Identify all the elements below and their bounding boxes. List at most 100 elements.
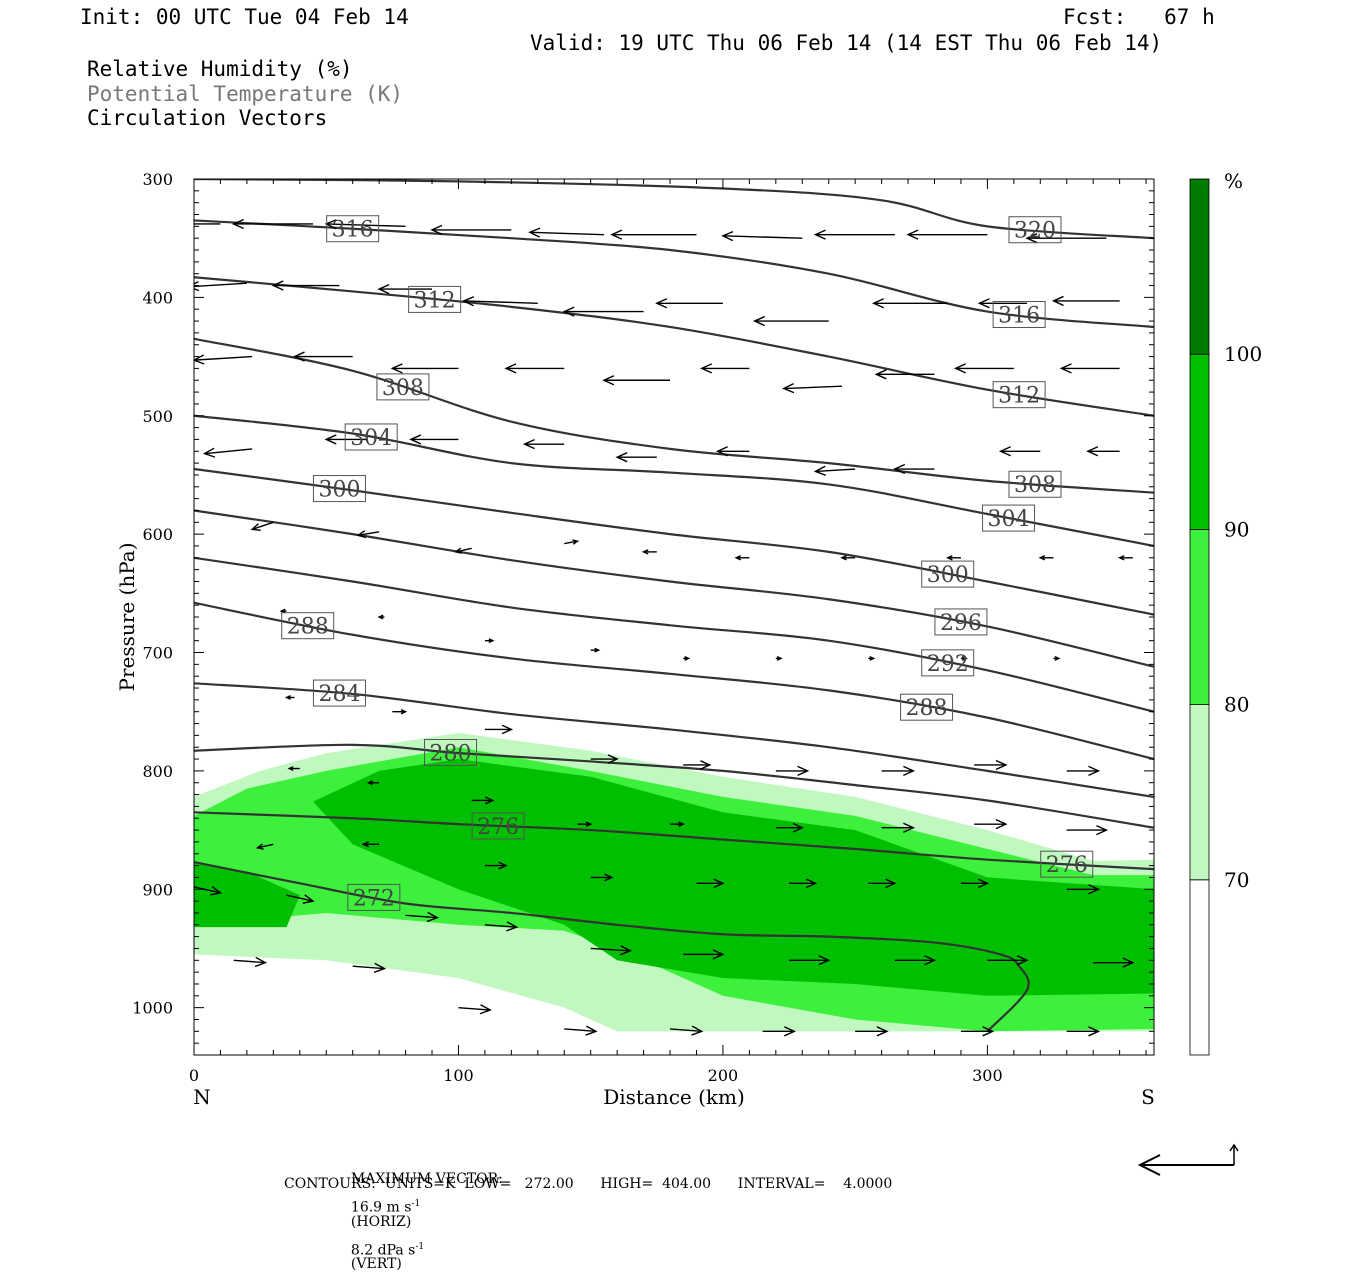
circulation-vector	[564, 1025, 598, 1036]
left-end-label: N	[193, 1085, 211, 1109]
circulation-vector	[528, 227, 604, 238]
circulation-vector	[881, 822, 916, 833]
rh-region-90	[313, 759, 1154, 996]
right-end-label: S	[1141, 1085, 1155, 1109]
field-rh-label: Relative Humidity (%)	[87, 57, 353, 81]
circulation-vector	[641, 549, 657, 555]
theta-contour-308	[194, 337, 1154, 494]
circulation-vector	[813, 229, 895, 240]
circulation-vector	[775, 822, 804, 833]
circulation-vector	[233, 956, 268, 968]
init-time: Init: 00 UTC Tue 04 Feb 14	[80, 5, 409, 29]
contours-info: CONTOURS: UNITS=K LOW= 272.00 HIGH= 404.…	[284, 1176, 893, 1192]
svg-text:316: 316	[332, 218, 374, 243]
theta-label-288: 288	[281, 612, 335, 640]
theta-label-300: 300	[312, 475, 366, 503]
colorbar-level-label: 70	[1224, 868, 1249, 892]
circulation-vector	[960, 655, 968, 661]
circulation-vector	[1066, 765, 1101, 777]
circulation-vector	[202, 447, 253, 458]
circulation-vector	[974, 759, 1008, 771]
theta-contour-284	[194, 682, 1154, 799]
y-tick-label: 1000	[132, 999, 173, 1018]
circulation-vector	[881, 765, 916, 777]
svg-text:308: 308	[1014, 473, 1056, 498]
circulation-vector	[405, 911, 440, 923]
theta-label-300: 300	[921, 560, 975, 588]
svg-text:320: 320	[1014, 219, 1056, 244]
circulation-vector	[789, 878, 818, 889]
y-tick-label: 600	[142, 525, 173, 544]
circulation-vector	[987, 955, 1029, 966]
y-tick-label: 800	[142, 762, 173, 781]
y-axis-label: Pressure (hPa)	[115, 543, 139, 692]
circulation-vector	[390, 363, 459, 374]
circulation-vector	[700, 363, 750, 374]
circulation-vector	[430, 224, 512, 236]
circulation-vector	[194, 281, 247, 292]
svg-text:292: 292	[927, 652, 969, 677]
circulation-vector	[655, 298, 723, 309]
theta-label-276: 276	[471, 812, 525, 840]
circulation-vector	[782, 383, 842, 394]
circulation-vector	[1025, 233, 1107, 244]
theta-label-layer: 272 276 276 280 284 288 288 292 296 300 300 304 304 3…	[281, 215, 1094, 911]
circulation-vector	[392, 708, 408, 715]
circulation-vector	[683, 760, 712, 770]
circulation-vector	[377, 283, 433, 295]
circulation-vector	[562, 306, 644, 317]
colorbar-segment	[1189, 879, 1210, 1056]
circulation-vector	[1053, 655, 1061, 661]
theta-label-292: 292	[921, 649, 975, 677]
circulation-vector	[670, 821, 685, 827]
theta-label-308: 308	[376, 373, 430, 401]
circulation-vector	[484, 861, 508, 870]
theta-label-308: 308	[1008, 470, 1062, 498]
svg-text:300: 300	[927, 563, 969, 588]
circulation-vector	[602, 375, 671, 386]
circulation-vector-layer	[194, 218, 1135, 1037]
circulation-vector	[409, 434, 459, 445]
circulation-vector	[1051, 295, 1120, 307]
svg-text:296: 296	[940, 611, 982, 636]
circulation-vector	[696, 878, 725, 889]
x-axis-label: Distance (km)	[603, 1085, 745, 1109]
theta-contour-320	[194, 179, 1154, 240]
circulation-vector	[953, 363, 1014, 374]
colorbar: 70 80 90 100%	[1189, 169, 1262, 1056]
cross-section-chart: 2722762762802842882882922963003003043043…	[115, 169, 1262, 1176]
circulation-vector	[194, 886, 223, 896]
x-tick-label: 200	[708, 1066, 739, 1085]
circulation-vector	[462, 296, 538, 307]
theta-contour-280	[194, 743, 1154, 829]
circulation-vector	[564, 539, 580, 545]
y-tick-label: 900	[142, 880, 173, 899]
theta-contour-300	[194, 467, 1154, 616]
circulation-vector	[683, 655, 691, 661]
circulation-vector	[250, 521, 274, 531]
circulation-vector	[484, 638, 495, 644]
circulation-vector	[1117, 555, 1133, 561]
circulation-vector	[775, 765, 810, 777]
circulation-vector	[840, 555, 856, 561]
circulation-vector	[454, 547, 472, 554]
valid-time: Valid: 19 UTC Thu 06 Feb 14 (14 EST Thu …	[530, 31, 1163, 55]
theta-contour-296	[194, 509, 1154, 668]
reference-vector-icon	[1137, 1143, 1239, 1176]
y-tick-label: 300	[142, 170, 173, 189]
field-vectors-label: Circulation Vectors	[87, 106, 328, 130]
circulation-vector	[762, 1026, 797, 1037]
svg-text:312: 312	[414, 288, 456, 313]
circulation-vector	[960, 878, 990, 889]
circulation-vector	[734, 555, 750, 561]
circulation-vector	[1086, 446, 1120, 457]
theta-label-312: 312	[992, 381, 1046, 409]
svg-text:288: 288	[906, 696, 948, 721]
circulation-vector	[868, 878, 897, 889]
circulation-vector	[813, 465, 856, 476]
circulation-vector	[974, 819, 1008, 830]
circulation-vector	[284, 695, 295, 700]
circulation-vector	[946, 555, 961, 561]
theta-label-284: 284	[312, 679, 366, 707]
circulation-vector	[522, 439, 565, 450]
